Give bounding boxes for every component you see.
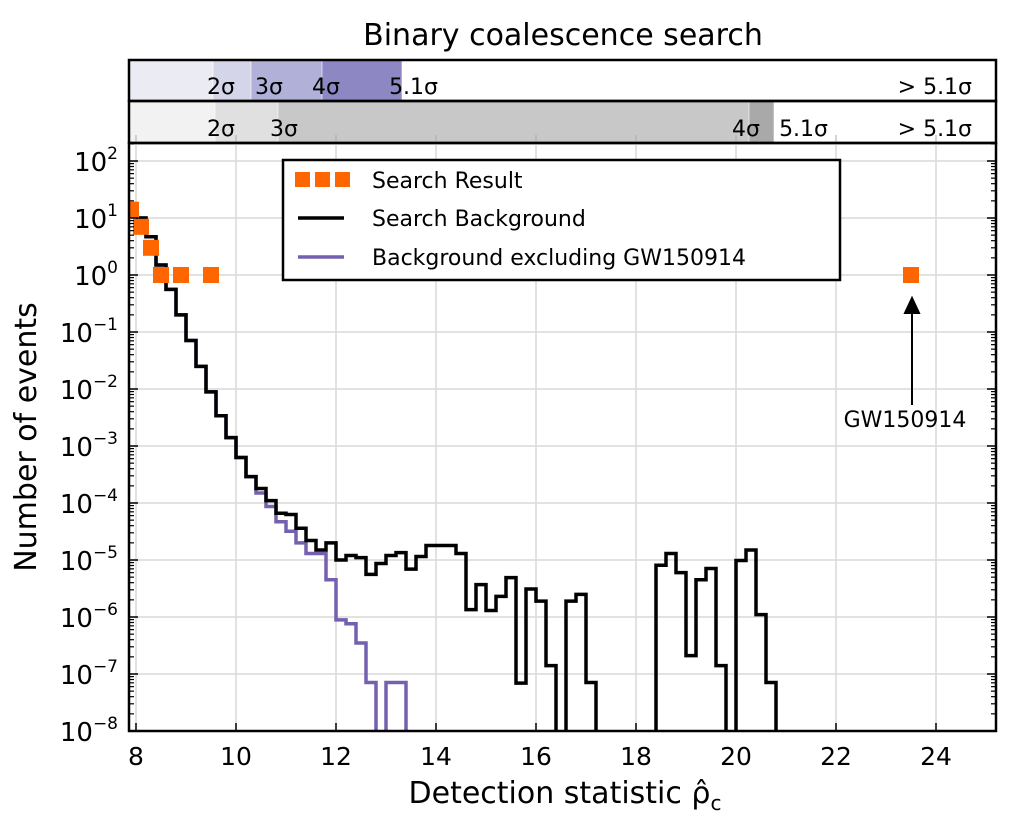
band-label: 5.1σ	[779, 117, 828, 142]
search-result-point	[903, 267, 919, 283]
x-tick-label: 10	[220, 742, 252, 771]
legend-marker-search-result	[315, 172, 330, 187]
band-label: 4σ	[312, 75, 340, 100]
band-labels-lower: 2σ 3σ 4σ 5.1σ > 5.1σ	[207, 117, 972, 142]
band-segment	[129, 101, 215, 143]
y-tick-label: 102	[74, 144, 118, 178]
plot-frame	[127, 141, 998, 733]
band-segment	[129, 60, 213, 101]
significance-band-upper	[129, 60, 996, 101]
legend-frame	[281, 158, 842, 282]
x-tick-labels: 8 10 12 14 16 18 20 22 24	[128, 742, 952, 771]
y-axis-label: Number of events	[9, 302, 44, 572]
y-tick-label: 10−8	[60, 714, 118, 748]
band-segment	[402, 60, 996, 101]
band-segment	[213, 60, 251, 101]
series-search-background	[136, 216, 778, 731]
legend-label: Search Background	[372, 207, 586, 232]
y-tick-label: 101	[74, 201, 118, 235]
band-label: 2σ	[207, 117, 235, 142]
search-result-point	[203, 267, 219, 283]
band-label: 4σ	[732, 117, 760, 142]
band-labels-upper: 2σ 3σ 4σ 5.1σ > 5.1σ	[207, 75, 972, 100]
band-label: 3σ	[270, 117, 298, 142]
legend-label: Background excluding GW150914	[372, 246, 746, 271]
y-tick-label: 10−5	[60, 543, 118, 577]
search-result-point	[143, 239, 159, 256]
series-background-excluding-gw150914	[136, 216, 408, 731]
x-tick-label: 22	[820, 742, 852, 771]
x-tick-label: 8	[128, 742, 144, 771]
band-segment	[322, 60, 402, 101]
band-segment	[215, 101, 278, 143]
y-tick-label: 10−2	[60, 372, 118, 406]
search-result-point	[133, 218, 149, 235]
chart-title: Binary coalescence search	[363, 18, 763, 53]
x-tick-label: 16	[520, 742, 552, 771]
legend-marker-search-result	[335, 172, 350, 187]
band-label: 5.1σ	[389, 75, 438, 100]
y-tick-label: 10−7	[60, 657, 118, 691]
band-segment	[749, 101, 774, 143]
x-axis-label: Detection statistic ρ̂c	[409, 776, 722, 815]
legend-label: Search Result	[372, 169, 523, 194]
y-tick-label: 10−6	[60, 600, 118, 634]
y-tick-label: 10−4	[60, 486, 118, 520]
arrow-head-icon	[903, 295, 921, 314]
search-result-point	[173, 267, 189, 283]
x-tick-label: 20	[720, 742, 752, 771]
band-segment	[251, 60, 322, 101]
search-result-point	[153, 267, 169, 283]
annotation-label: GW150914	[844, 408, 967, 433]
band-segment	[774, 101, 996, 143]
y-tick-label: 10−3	[60, 429, 118, 463]
band-segment	[278, 101, 749, 143]
x-tick-label: 12	[320, 742, 352, 771]
band-label: 2σ	[207, 75, 235, 100]
significance-band-lower	[129, 101, 996, 143]
y-tick-label: 100	[74, 258, 118, 292]
x-tick-label: 24	[920, 742, 952, 771]
x-tick-label: 18	[620, 742, 652, 771]
legend: Search Result Search Background Backgrou…	[281, 158, 842, 282]
annotation-gw150914: GW150914	[844, 295, 967, 433]
y-tick-label: 10−1	[60, 315, 118, 349]
x-tick-label: 14	[420, 742, 452, 771]
band-label: > 5.1σ	[898, 117, 972, 142]
band-label: > 5.1σ	[898, 75, 972, 100]
legend-marker-search-result	[295, 172, 310, 187]
search-result-point	[129, 201, 139, 218]
band-label: 3σ	[255, 75, 283, 100]
y-tick-labels: 102 101 100 10−1 10−2 10−3 10−4 10−5 10−6 10−7 10−…	[60, 144, 118, 748]
